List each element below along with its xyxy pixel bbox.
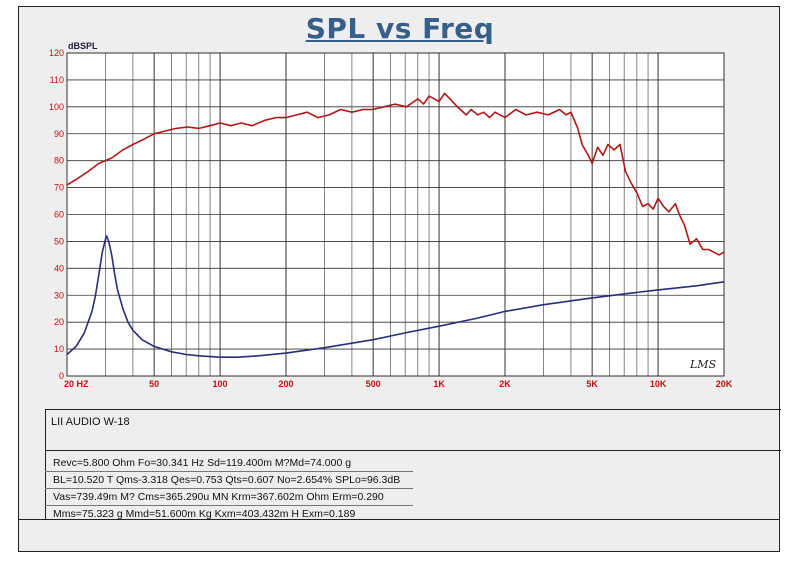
y-tick-label: 90: [54, 129, 64, 139]
param-row-3: Vas=739.49m M? Cms=365.290u MN Krm=367.6…: [53, 491, 384, 503]
x-tick-label: 50: [149, 379, 159, 389]
param-divider: [45, 471, 413, 472]
param-divider: [45, 488, 413, 489]
lms-logo: LMS: [689, 358, 717, 371]
x-tick-label: 200: [278, 379, 293, 389]
y-tick-label: 60: [54, 210, 64, 220]
y-tick-label: 20: [54, 317, 64, 327]
param-divider: [45, 505, 413, 506]
param-row-2: BL=10.520 T Qms-3.318 Qes=0.753 Qts=0.60…: [53, 474, 401, 486]
y-tick-label: 40: [54, 263, 64, 273]
y-axis-label: dBSPL: [68, 41, 98, 51]
x-tick-label: 100: [213, 379, 228, 389]
y-tick-label: 50: [54, 236, 64, 246]
x-tick-label: 500: [366, 379, 381, 389]
x-tick-label: 5K: [586, 379, 598, 389]
y-tick-labels: 0 10 20 30 40 50 60 70 80 90 100 110 120: [49, 48, 64, 381]
y-tick-label: 0: [59, 371, 64, 381]
x-tick-label: 10K: [650, 379, 667, 389]
grid-lines: [66, 52, 725, 377]
chart-title: SPL vs Freq: [305, 12, 495, 45]
bottom-rule: [18, 519, 780, 520]
x-tick-label: 2K: [499, 379, 511, 389]
y-tick-label: 70: [54, 183, 64, 193]
param-row-4: Mms=75.323 g Mmd=51.600m Kg Kxm=403.432m…: [53, 508, 356, 520]
param-row-1: Revc=5.800 Ohm Fo=30.341 Hz Sd=119.400m …: [53, 457, 352, 469]
y-tick-label: 10: [54, 344, 64, 354]
x-tick-label: 20 HZ: [64, 379, 89, 389]
x-tick-labels: 20 HZ 50 100 200 500 1K 2K 5K 10K 20K: [64, 379, 733, 389]
y-tick-label: 120: [49, 48, 64, 58]
series-group: [66, 92, 725, 359]
spl-response-line: [66, 92, 725, 256]
y-tick-label: 100: [49, 102, 64, 112]
y-tick-label: 80: [54, 156, 64, 166]
model-label: LII AUDIO W-18: [51, 416, 130, 428]
x-tick-label: 20K: [716, 379, 733, 389]
y-tick-label: 110: [50, 75, 64, 85]
impedance-line: [66, 235, 725, 359]
x-tick-label: 1K: [433, 379, 445, 389]
y-tick-label: 30: [54, 290, 64, 300]
panel-divider: [45, 409, 46, 519]
model-box: [45, 409, 781, 451]
